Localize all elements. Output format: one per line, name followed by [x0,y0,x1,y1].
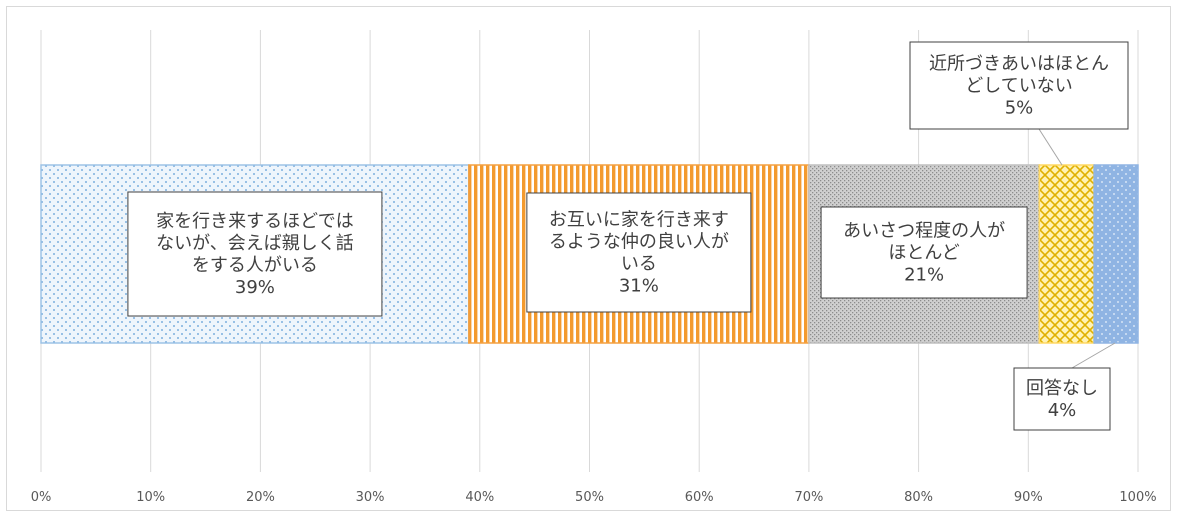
data-label-box [526,192,752,313]
x-tick-label: 30% [356,490,385,505]
data-label-category: ないが、会えば親しく話 [156,233,354,254]
x-tick-label: 100% [1119,490,1156,505]
x-tick-label: 90% [1014,490,1043,505]
x-tick-label: 20% [246,490,275,505]
data-label-value: 5% [1005,98,1034,119]
data-label-category: 近所づきあいはほとん [929,54,1109,75]
data-label-value: 39% [235,277,275,298]
x-tick-label: 80% [904,490,933,505]
data-label-box [820,206,1028,299]
bar-segment [1093,164,1139,344]
leader-line [1038,128,1063,166]
x-tick-label: 10% [136,490,165,505]
x-tick-label: 40% [465,490,494,505]
data-label-category: お互いに家を行き来す [549,210,729,231]
data-label-value: 4% [1048,400,1077,421]
data-label-category: 家を行き来するほどでは [156,211,354,232]
data-label-category: ほとんど [888,243,959,264]
data-label-box [127,191,383,317]
data-label-box [909,41,1129,130]
data-label-value: 31% [619,276,659,297]
chart-frame [6,6,1171,511]
data-label-category: るような仲の良い人が [549,232,729,253]
data-label-value: 21% [904,265,944,286]
data-label-category: いる [621,254,657,275]
x-tick-label: 60% [685,490,714,505]
x-tick-label: 50% [575,490,604,505]
data-label-category: どしていない [965,76,1072,97]
bar-segment [1038,164,1095,344]
leader-line [1071,342,1116,369]
x-tick-label: 70% [794,490,823,505]
data-label-category: あいさつ程度の人が [843,221,1005,242]
data-label-category: 回答なし [1026,378,1098,399]
data-label-box [1013,367,1111,431]
x-tick-label: 0% [31,490,52,505]
data-label-category: をする人がいる [192,255,318,276]
